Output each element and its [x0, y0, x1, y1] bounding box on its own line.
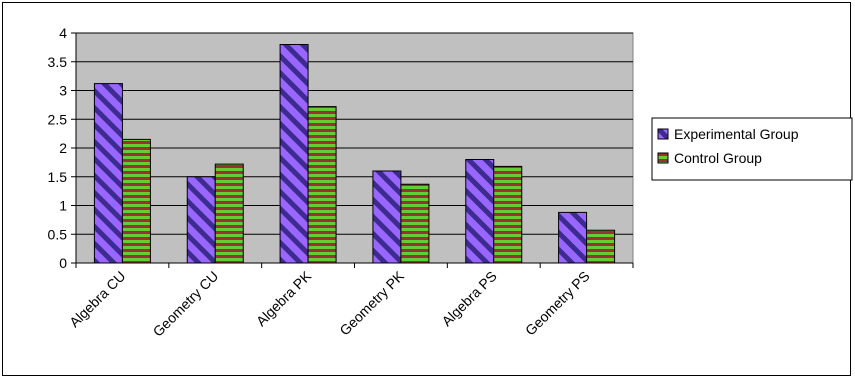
x-tick-label: Algebra CU — [66, 268, 128, 330]
y-tick-label: 2 — [59, 140, 67, 156]
bar-control-algebra-cu — [121, 138, 151, 264]
bar-control-algebra-pk — [307, 106, 337, 264]
legend-box — [651, 117, 853, 181]
legend-swatch-experimental — [657, 128, 669, 140]
bar-control-geometry-cu — [214, 163, 244, 264]
y-tick-label: 3.5 — [48, 54, 68, 70]
bar-control-geometry-pk — [400, 183, 430, 264]
y-tick-label: 1.5 — [48, 169, 68, 185]
bar-experimental-geometry-pk — [372, 170, 402, 264]
bar-control-geometry-ps — [586, 229, 616, 264]
bar-experimental-algebra-pk — [279, 44, 309, 264]
legend-swatch-control — [657, 152, 669, 164]
legend-label-control: Control Group — [674, 150, 762, 166]
x-tick-label: Geometry CU — [150, 268, 222, 340]
bar-control-algebra-ps — [493, 165, 523, 264]
legend-label-experimental: Experimental Group — [674, 126, 799, 142]
x-tick-label: Geometry PK — [336, 267, 407, 338]
bar-experimental-algebra-cu — [93, 83, 123, 264]
y-tick-label: 4 — [59, 25, 67, 41]
bar-experimental-geometry-cu — [186, 176, 216, 264]
y-tick-label: 3 — [59, 83, 67, 99]
y-tick-label: 2.5 — [48, 111, 68, 127]
x-tick-label: Algebra PS — [438, 268, 499, 329]
x-tick-label: Geometry PS — [522, 268, 593, 339]
y-tick-label: 0 — [59, 255, 67, 271]
bar-experimental-geometry-ps — [558, 211, 588, 264]
x-tick-label: Algebra PK — [253, 267, 315, 329]
bar-experimental-algebra-ps — [465, 159, 495, 264]
y-tick-label: 0.5 — [48, 226, 68, 242]
y-tick-label: 1 — [59, 198, 67, 214]
